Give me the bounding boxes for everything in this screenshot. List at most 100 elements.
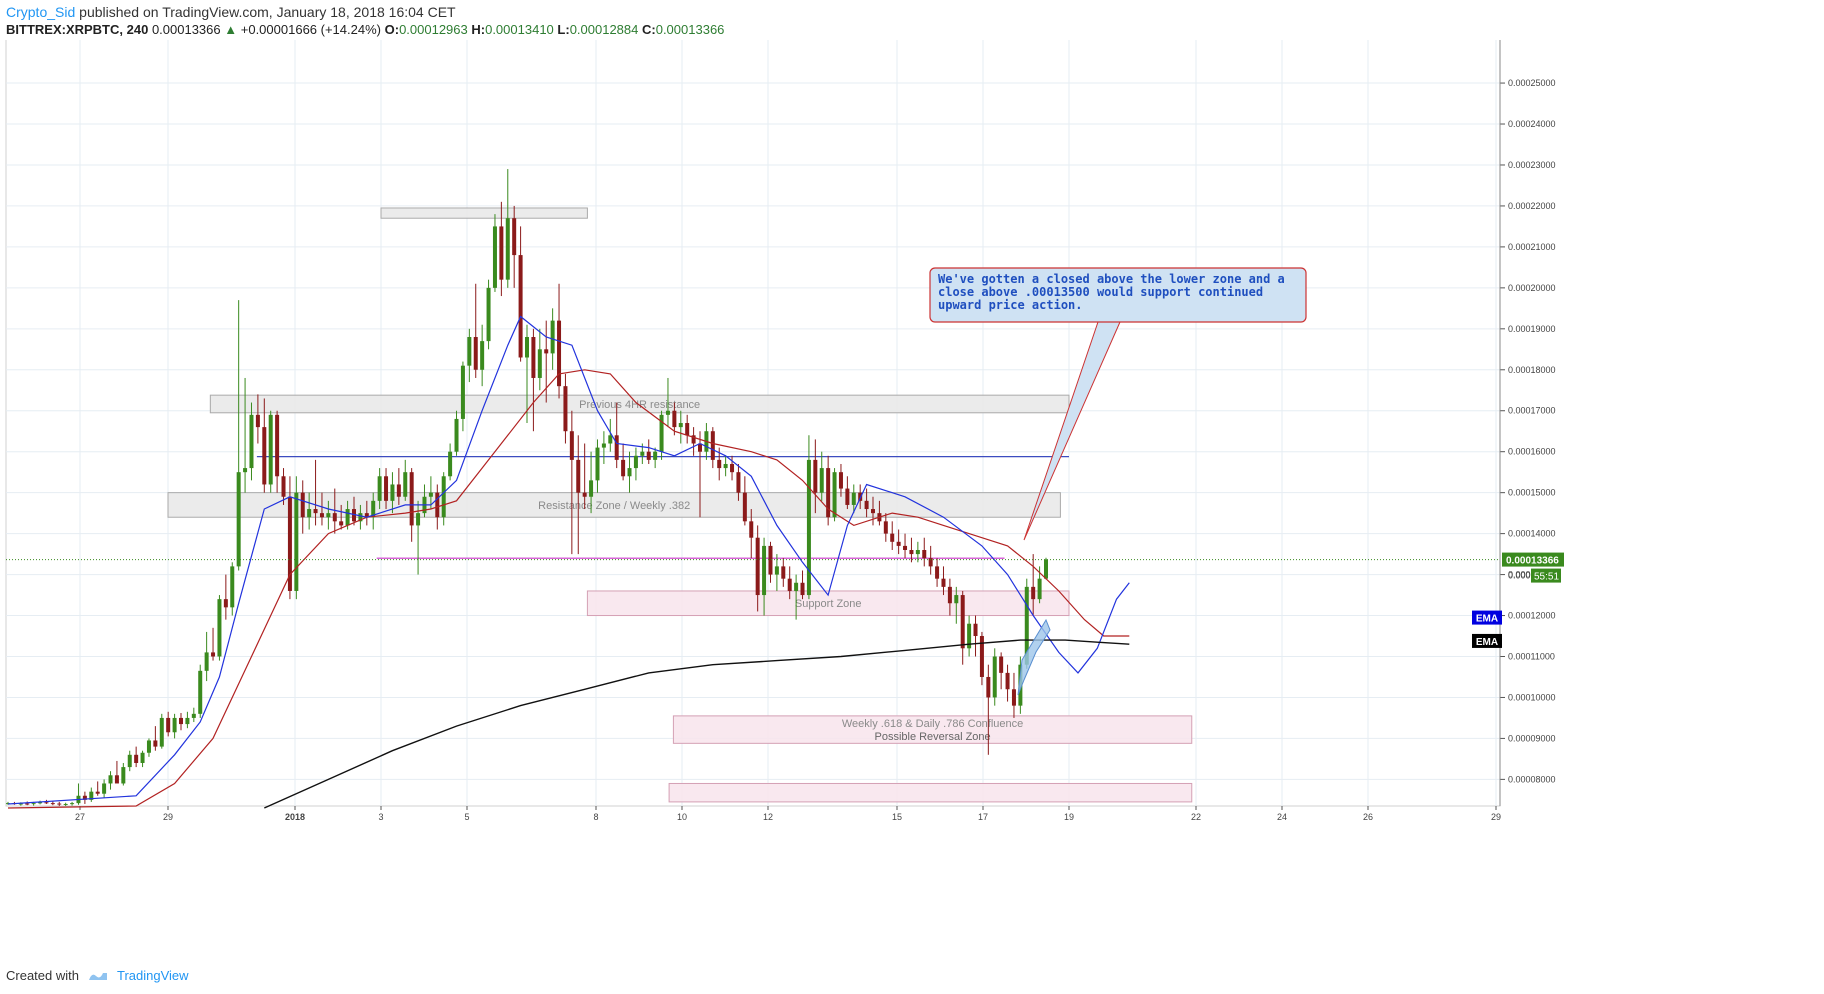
candle-body <box>25 803 30 805</box>
candle-body <box>903 545 908 550</box>
candle-body <box>896 541 901 546</box>
candle-body <box>864 500 869 510</box>
candle-body <box>82 795 87 800</box>
y-tick-label: 0.00014000 <box>1508 529 1556 539</box>
high-label: H: <box>471 22 486 37</box>
candle-body <box>858 492 863 501</box>
candle-body <box>653 451 658 460</box>
candle-body <box>217 599 222 657</box>
candle-body <box>377 476 382 501</box>
candle-body <box>736 472 741 493</box>
author-link[interactable]: Crypto_Sid <box>6 4 76 20</box>
candle-body <box>38 802 43 804</box>
price-change: +0.00001666 (+14.24%) <box>240 22 381 37</box>
y-tick-label: 0.00017000 <box>1508 406 1556 416</box>
candle-body <box>563 386 568 432</box>
zone-box[interactable] <box>668 782 1193 803</box>
candle-body <box>525 337 529 358</box>
candle-body <box>166 717 171 733</box>
candle-body <box>1011 689 1016 706</box>
x-tick-label: 24 <box>1277 812 1287 822</box>
trend-arrow-drawing[interactable] <box>1017 618 1051 696</box>
candle-body <box>871 509 875 514</box>
candle-body <box>768 545 773 575</box>
candle-body <box>762 545 767 596</box>
zone-box[interactable] <box>672 715 1193 744</box>
close-label: C: <box>642 22 656 37</box>
candle-body <box>403 472 408 497</box>
candle-body <box>249 414 254 469</box>
candle-body <box>717 459 722 469</box>
callout-box[interactable] <box>929 267 1307 323</box>
candle-body <box>633 455 638 469</box>
candle-body <box>794 582 799 591</box>
tradingview-logo-icon <box>88 972 107 980</box>
candle-body <box>557 320 562 387</box>
candle-body <box>723 463 728 469</box>
ema-tag[interactable] <box>1472 610 1502 625</box>
candle-body <box>781 566 786 579</box>
candle-body <box>159 717 164 747</box>
candle-body <box>275 414 280 477</box>
y-tick-label: 0.00024000 <box>1508 119 1556 129</box>
price-chart[interactable]: 0.00008000 0.00009000 0.00010000 0.00011000… <box>0 40 1824 960</box>
y-tick-label: 0.00019000 <box>1508 324 1556 334</box>
x-tick-label: 2018 <box>285 812 305 822</box>
candle-body <box>146 740 151 753</box>
zone-box[interactable] <box>209 394 1070 414</box>
candle-body <box>486 287 491 342</box>
x-tick-label: 15 <box>892 812 902 822</box>
ema-tag[interactable] <box>1472 633 1502 648</box>
y-tick-label: 0.00015000 <box>1508 488 1556 498</box>
candle-body <box>915 550 920 555</box>
zone-label-secondary: Possible Reversal Zone <box>874 731 990 743</box>
candle-body <box>947 586 952 604</box>
x-tick-label: 10 <box>677 812 687 822</box>
candle-body <box>979 636 984 677</box>
up-arrow-icon: ▲ <box>224 22 238 37</box>
symbol-label: BITTREX:XRPBTC, 240 <box>6 22 149 37</box>
candle-body <box>710 431 715 460</box>
candle-body <box>505 218 510 280</box>
candle-body <box>198 670 203 714</box>
candle-body <box>345 509 350 526</box>
candle-body <box>1044 559 1048 579</box>
candle-body <box>518 255 523 358</box>
candle-body <box>416 513 421 526</box>
tradingview-link[interactable]: TradingView <box>116 968 189 983</box>
candle-body <box>1031 586 1036 600</box>
zone-box[interactable] <box>380 207 588 219</box>
candle-body <box>409 472 414 526</box>
candle-body <box>576 459 581 493</box>
candle-body <box>57 803 62 805</box>
y-tick-label: 0.00021000 <box>1508 242 1556 252</box>
candle-body <box>185 717 190 725</box>
ema-tag-label: EMA <box>1476 637 1498 648</box>
candle-body <box>672 410 677 428</box>
candle-body <box>89 791 94 800</box>
candle-body <box>352 509 356 522</box>
candle-body <box>230 566 235 608</box>
y-tick-label: 0.00011000 <box>1508 651 1555 661</box>
zone-label: Resistance Zone / Weekly .382 <box>538 500 690 512</box>
candle-body <box>480 341 485 370</box>
ema-slow-line <box>7 369 1130 809</box>
candle-body <box>454 418 459 452</box>
candle-body <box>127 754 132 768</box>
candle-body <box>121 767 126 784</box>
candle-body <box>614 435 619 460</box>
candle-body <box>44 802 49 804</box>
last-price-tag-label: 0.00013366 <box>1506 556 1559 567</box>
ema-tag-label: EMA <box>1476 614 1498 625</box>
candle-body <box>1024 586 1029 665</box>
candle-body <box>659 414 664 452</box>
candle-body <box>531 337 536 378</box>
candle-body <box>922 550 927 559</box>
candle-body <box>582 492 587 497</box>
y-tick-label: 0.00018000 <box>1508 365 1556 375</box>
candle-body <box>134 754 139 763</box>
candle-body <box>800 582 805 596</box>
countdown-tag <box>1531 568 1561 583</box>
candle-body <box>211 652 216 657</box>
candle-body <box>172 717 177 733</box>
